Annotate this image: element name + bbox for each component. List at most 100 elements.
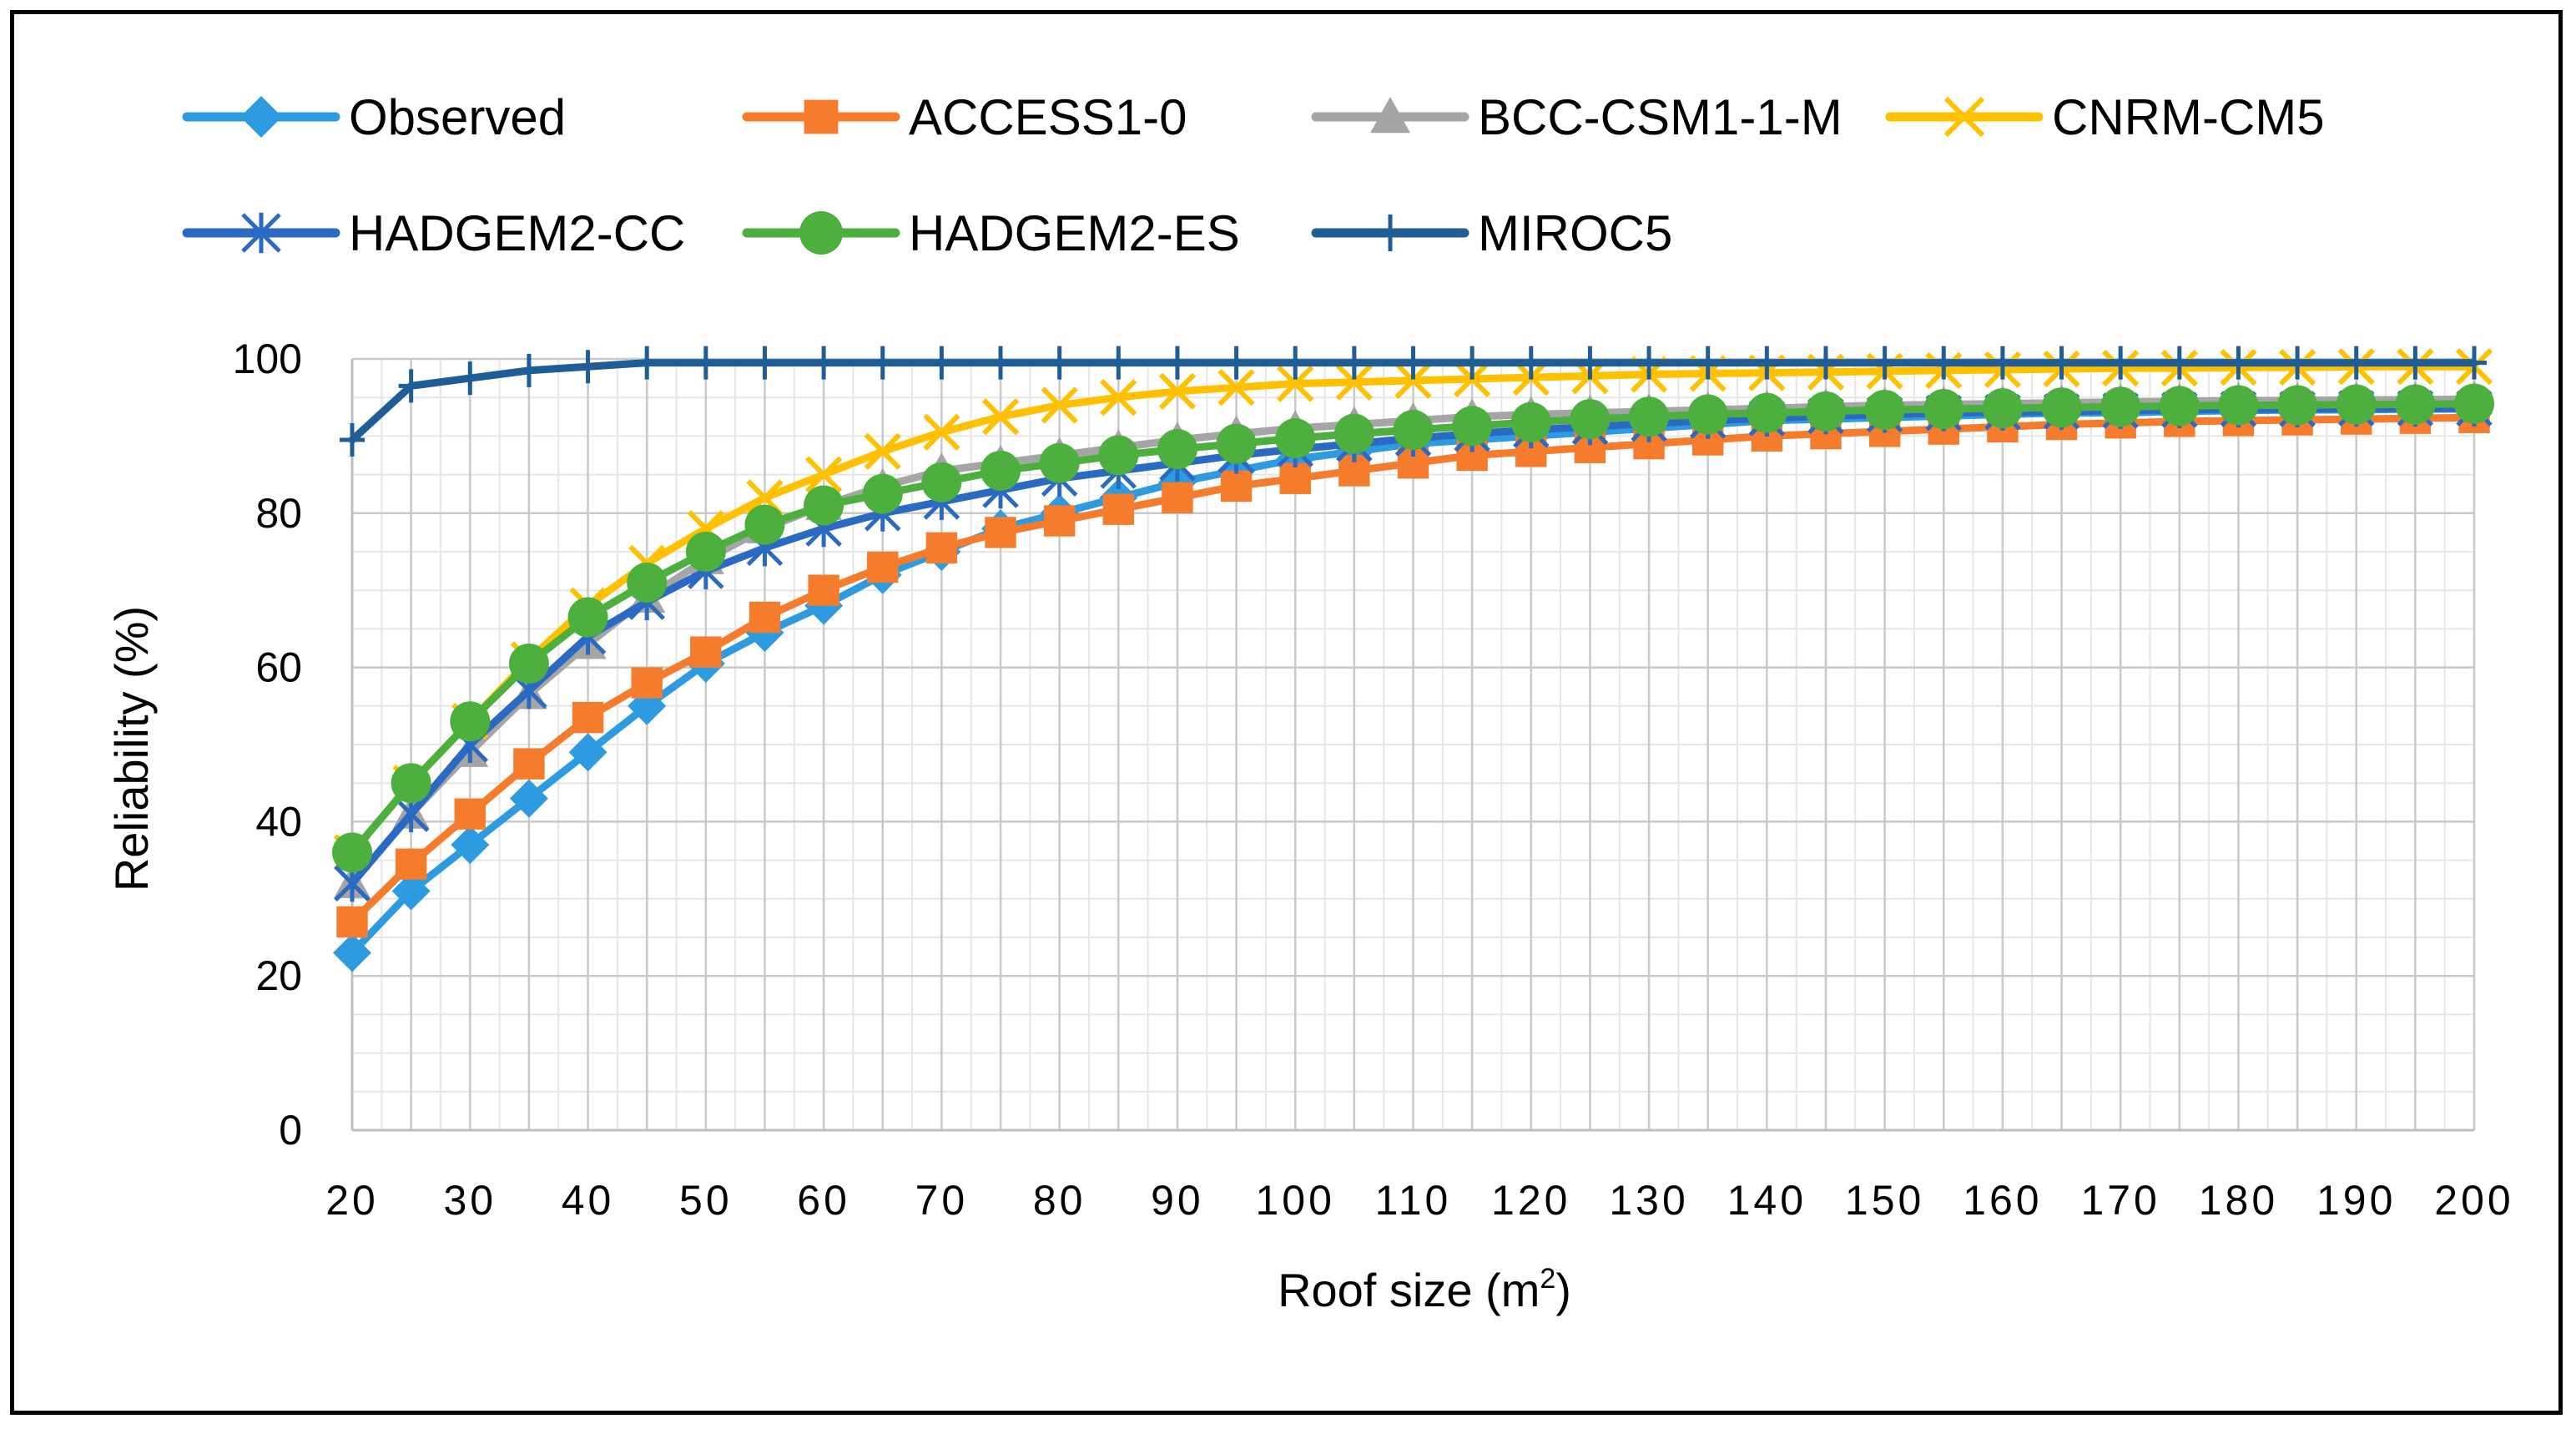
data-point-cnrm-cm5 [1158, 372, 1197, 410]
legend-item-bcc-csm1-1-m: BCC-CSM1-1-M [1311, 89, 1843, 145]
data-point-access1-0 [690, 636, 722, 668]
legend-swatch-marker [1370, 97, 1410, 134]
x-axis-title: Roof size (m2) [1278, 1263, 1571, 1316]
data-point-hadgem2-es [1982, 388, 2023, 429]
y-tick-label: 60 [255, 644, 302, 691]
data-point-miroc5 [575, 350, 601, 384]
x-tick-label: 180 [2199, 1177, 2278, 1224]
data-point-hadgem2-es [1216, 423, 1257, 464]
data-point-miroc5 [457, 361, 483, 396]
data-point-access1-0 [572, 701, 604, 734]
data-point-access1-0 [513, 748, 545, 780]
data-point-hadgem2-es [391, 763, 431, 804]
x-tick-label: 130 [1609, 1177, 1688, 1224]
y-tick-label: 40 [255, 798, 302, 845]
y-tick-label: 100 [233, 336, 302, 382]
data-point-hadgem2-es [1923, 389, 1964, 430]
data-point-cnrm-cm5 [864, 432, 901, 471]
data-point-cnrm-cm5 [923, 413, 960, 451]
data-point-miroc5 [2226, 346, 2251, 380]
data-point-hadgem2-es [1687, 394, 1728, 435]
legend-label: MIROC5 [1478, 205, 1672, 261]
data-point-hadgem2-es [744, 504, 785, 545]
data-point-miroc5 [1931, 346, 1957, 380]
data-point-miroc5 [1164, 346, 1190, 380]
x-tick-label: 150 [1845, 1177, 1924, 1224]
data-point-cnrm-cm5 [804, 456, 843, 493]
data-point-hadgem2-es [2395, 384, 2436, 425]
legend-label: Observed [349, 89, 566, 145]
data-point-hadgem2-es [1098, 435, 1139, 476]
data-point-miroc5 [1459, 346, 1485, 380]
data-point-cnrm-cm5 [981, 398, 1020, 436]
legend-item-miroc5: MIROC5 [1311, 205, 1672, 261]
data-point-hadgem2-es [2336, 384, 2377, 425]
data-point-hadgem2-es [1747, 392, 1787, 433]
data-point-access1-0 [925, 532, 958, 564]
data-point-hadgem2-es [627, 562, 668, 603]
x-tick-label: 40 [562, 1177, 615, 1224]
y-tick-label: 80 [255, 490, 302, 537]
data-point-miroc5 [929, 346, 955, 380]
data-point-hadgem2-es [862, 473, 903, 514]
data-point-access1-0 [1102, 493, 1135, 525]
data-point-miroc5 [988, 346, 1014, 380]
legend-swatch-marker [241, 212, 281, 254]
x-tick-label: 70 [915, 1177, 969, 1224]
data-point-miroc5 [1046, 346, 1072, 380]
y-tick-label: 0 [279, 1107, 302, 1154]
data-point-hadgem2-es [2277, 385, 2318, 426]
x-axis-title-main: Roof size (m [1278, 1264, 1540, 1316]
data-point-miroc5 [693, 346, 718, 380]
chart-frame: 0 20 40 60 80 100 20 30 40 50 60 70 80 90 100 110 120 130… [10, 10, 2563, 1415]
data-point-cnrm-cm5 [1100, 379, 1137, 417]
legend-item-observed: Observed [182, 89, 566, 145]
legend-label: CNRM-CM5 [2052, 89, 2325, 145]
data-point-hadgem2-es [1510, 401, 1551, 442]
data-point-hadgem2-es [1333, 413, 1374, 454]
data-point-miroc5 [634, 346, 660, 380]
x-tick-label: 140 [1727, 1177, 1807, 1224]
legend-label: ACCESS1-0 [909, 89, 1187, 145]
x-tick-label: 100 [1256, 1177, 1335, 1224]
legend-swatch-marker [1943, 96, 1985, 138]
data-point-cnrm-cm5 [1394, 361, 1432, 399]
x-tick-label: 50 [679, 1177, 733, 1224]
data-point-miroc5 [2343, 346, 2369, 380]
data-point-hadgem2-es [804, 485, 844, 526]
legend-item-hadgem2-cc: HADGEM2-CC [182, 205, 685, 261]
legend-swatch-marker [240, 96, 282, 138]
data-point-cnrm-cm5 [1277, 365, 1314, 402]
series-hadgem2-es [332, 383, 2494, 873]
data-point-hadgem2-es [980, 450, 1021, 491]
data-point-miroc5 [1812, 346, 1838, 380]
data-point-hadgem2-es [2100, 386, 2141, 427]
data-point-miroc5 [2462, 346, 2487, 380]
y-tick-label: 20 [255, 952, 302, 999]
data-point-hadgem2-es [921, 462, 962, 502]
data-point-hadgem2-es [450, 701, 491, 742]
data-point-access1-0 [749, 601, 781, 634]
data-point-hadgem2-es [1393, 410, 1434, 451]
data-point-miroc5 [1518, 346, 1544, 380]
data-point-cnrm-cm5 [1217, 369, 1255, 406]
data-point-access1-0 [1220, 470, 1253, 502]
x-axis-title-close: ) [1555, 1264, 1571, 1316]
x-tick-label: 80 [1033, 1177, 1086, 1224]
legend-item-access1-0: ACCESS1-0 [742, 89, 1187, 145]
data-point-miroc5 [1989, 346, 2015, 380]
data-point-miroc5 [1872, 346, 1898, 380]
data-point-hadgem2-es [332, 832, 372, 873]
data-point-observed [391, 871, 431, 911]
data-point-access1-0 [1162, 482, 1193, 514]
legend-item-cnrm-cm5: CNRM-CM5 [1885, 89, 2325, 145]
series-miroc5 [340, 346, 2487, 457]
data-point-miroc5 [1695, 346, 1721, 380]
data-point-hadgem2-es [508, 643, 549, 684]
data-point-cnrm-cm5 [1335, 363, 1373, 401]
x-tick-label: 90 [1151, 1177, 1204, 1224]
data-point-access1-0 [1279, 462, 1311, 494]
axes [350, 359, 2474, 1132]
data-point-hadgem2-es [1452, 406, 1493, 447]
data-point-observed [509, 779, 548, 818]
